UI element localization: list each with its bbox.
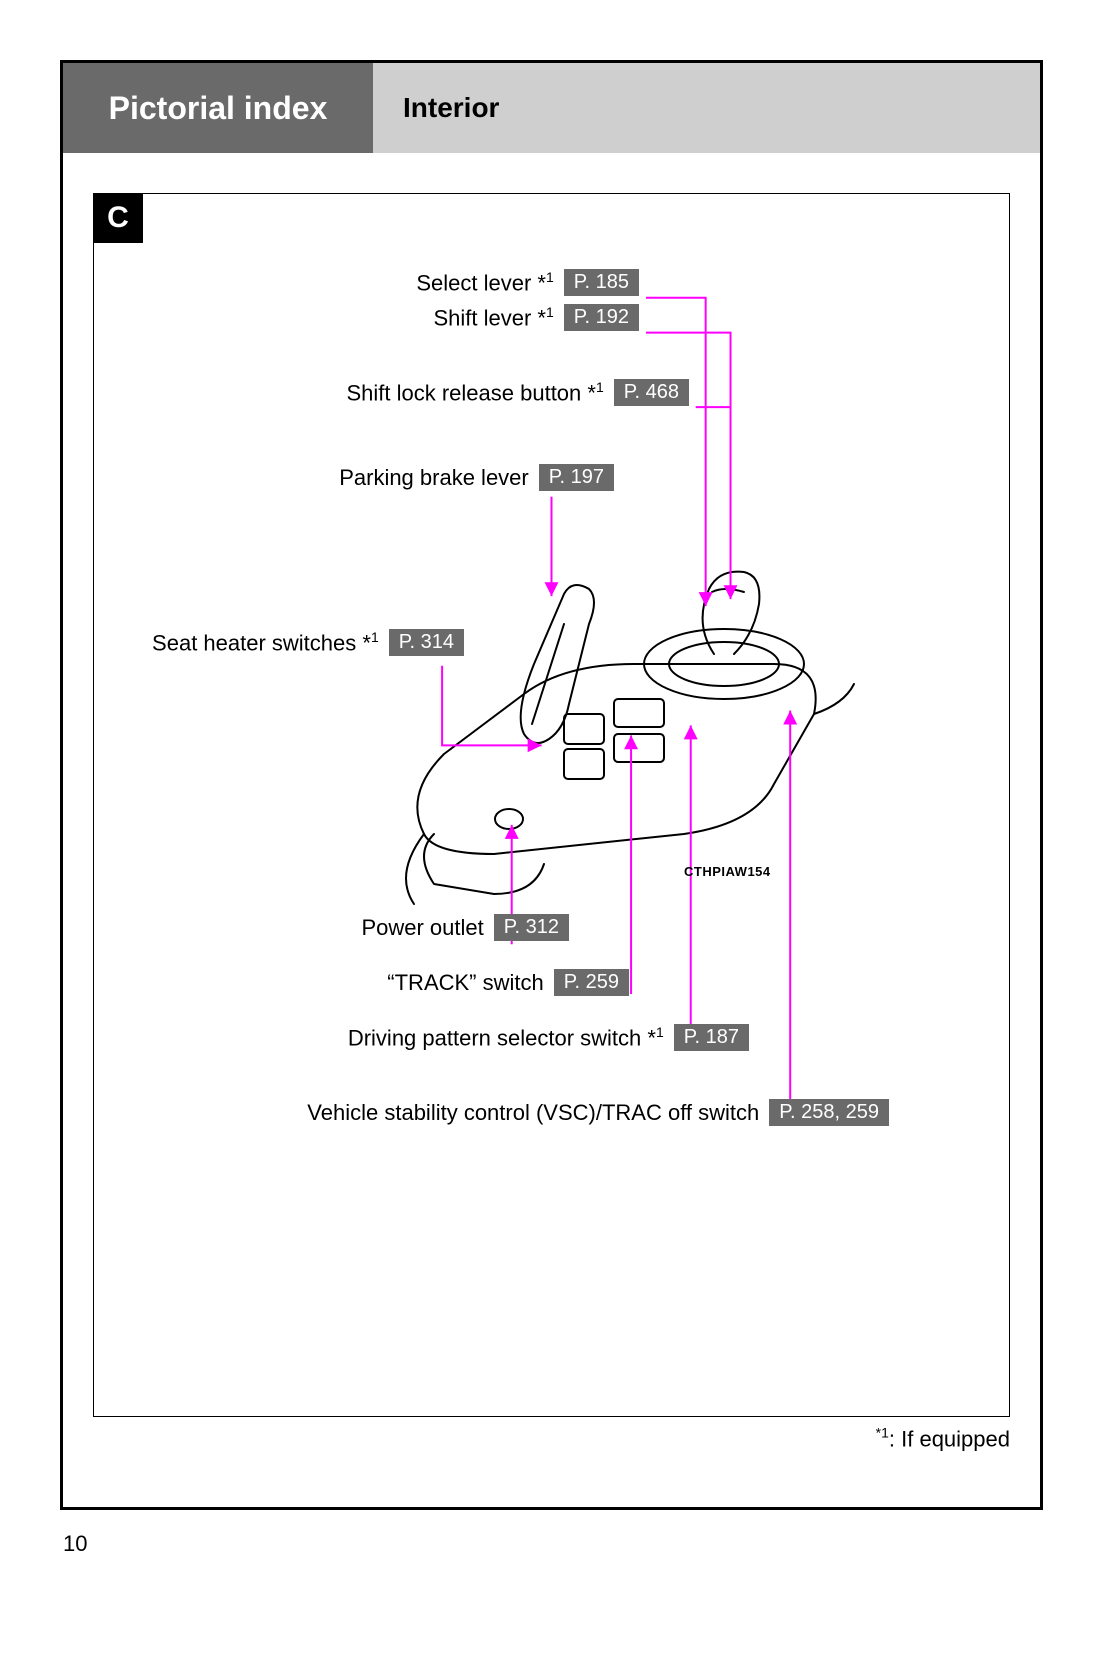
content-area: C [63,153,1040,1507]
callout-label: “TRACK” switch [387,970,543,996]
callout-seat-heater: Seat heater switches *1 P. 314 [152,629,464,656]
callout-label: Driving pattern selector switch *1 [348,1024,664,1051]
callout-power-outlet: Power outlet P. 312 [361,914,569,941]
callout-vsc-switch: Vehicle stability control (VSC)/TRAC off… [307,1099,889,1126]
callout-shift-lever: Shift lever *1 P. 192 [433,304,639,331]
callout-label: Parking brake lever [339,465,529,491]
page-ref: P. 258, 259 [769,1099,889,1126]
page-ref: P. 192 [564,304,639,331]
callout-label: Select lever *1 [416,269,553,296]
diagram-code: CTHPIAW154 [684,864,771,879]
page-ref: P. 312 [494,914,569,941]
footnote-sup: *1 [876,1426,889,1451]
page-ref: P. 185 [564,269,639,296]
page-ref: P. 187 [674,1024,749,1051]
callout-label: Seat heater switches *1 [152,629,379,656]
callout-track-switch: “TRACK” switch P. 259 [387,969,629,996]
callout-label: Shift lever *1 [433,304,553,331]
callout-driving-pattern: Driving pattern selector switch *1 P. 187 [348,1024,749,1051]
callout-label: Vehicle stability control (VSC)/TRAC off… [307,1100,759,1126]
header-bar: Pictorial index Interior [63,63,1040,153]
page-frame: Pictorial index Interior C [60,60,1043,1510]
footnote-text: : If equipped [889,1426,1010,1451]
page-number: 10 [63,1531,87,1557]
footnote: *1: If equipped [876,1425,1010,1452]
callout-parking-brake: Parking brake lever P. 197 [339,464,614,491]
page-ref: P. 197 [539,464,614,491]
page-ref: P. 314 [389,629,464,656]
callout-select-lever: Select lever *1 P. 185 [416,269,639,296]
header-title-dark: Pictorial index [63,63,373,153]
callout-label: Shift lock release button *1 [346,379,603,406]
diagram-frame: C [93,193,1010,1417]
page-ref: P. 468 [614,379,689,406]
callout-shift-lock: Shift lock release button *1 P. 468 [346,379,689,406]
page-ref: P. 259 [554,969,629,996]
console-illustration [94,194,1014,1394]
header-title-light: Interior [373,63,1040,153]
callout-label: Power outlet [361,915,483,941]
